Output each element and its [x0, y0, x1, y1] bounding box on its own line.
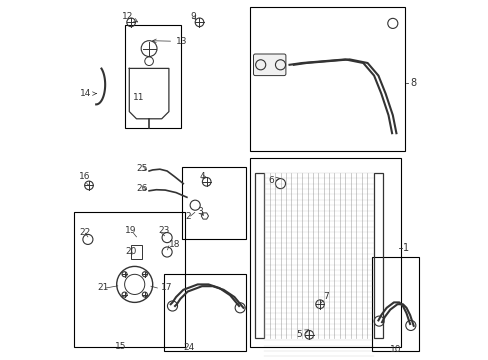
Text: 8: 8: [409, 78, 415, 88]
Bar: [255, 173, 264, 338]
Text: 24: 24: [183, 343, 194, 352]
Text: 13: 13: [152, 37, 187, 46]
Text: 11: 11: [133, 93, 144, 102]
Bar: [73, 212, 185, 347]
Text: 4: 4: [199, 172, 205, 181]
Text: 6: 6: [267, 176, 279, 185]
Text: 2: 2: [185, 212, 190, 220]
Text: 23: 23: [158, 226, 169, 235]
Bar: [131, 245, 142, 259]
Bar: [249, 158, 400, 347]
Text: 14: 14: [80, 89, 97, 98]
Text: 10: 10: [389, 346, 401, 354]
Text: 22: 22: [79, 228, 90, 237]
Bar: [181, 167, 246, 239]
Bar: [371, 257, 418, 351]
Bar: [163, 274, 246, 351]
Text: 9: 9: [190, 12, 196, 21]
Text: 15: 15: [114, 342, 126, 351]
Bar: [125, 25, 181, 128]
Text: 18: 18: [168, 240, 180, 249]
Text: 7: 7: [323, 292, 329, 301]
Bar: [249, 7, 404, 151]
Text: 20: 20: [125, 248, 136, 256]
Text: 25: 25: [136, 164, 147, 173]
Text: 17: 17: [161, 284, 172, 293]
FancyBboxPatch shape: [253, 54, 285, 76]
Bar: [373, 173, 382, 338]
Text: 12: 12: [122, 12, 137, 22]
Text: 16: 16: [79, 172, 90, 181]
Text: 1: 1: [402, 243, 408, 253]
Text: 19: 19: [125, 226, 136, 235]
Text: 3: 3: [197, 207, 203, 216]
Text: 26: 26: [136, 184, 147, 193]
Text: 5: 5: [296, 330, 308, 339]
Text: 21: 21: [98, 284, 109, 293]
